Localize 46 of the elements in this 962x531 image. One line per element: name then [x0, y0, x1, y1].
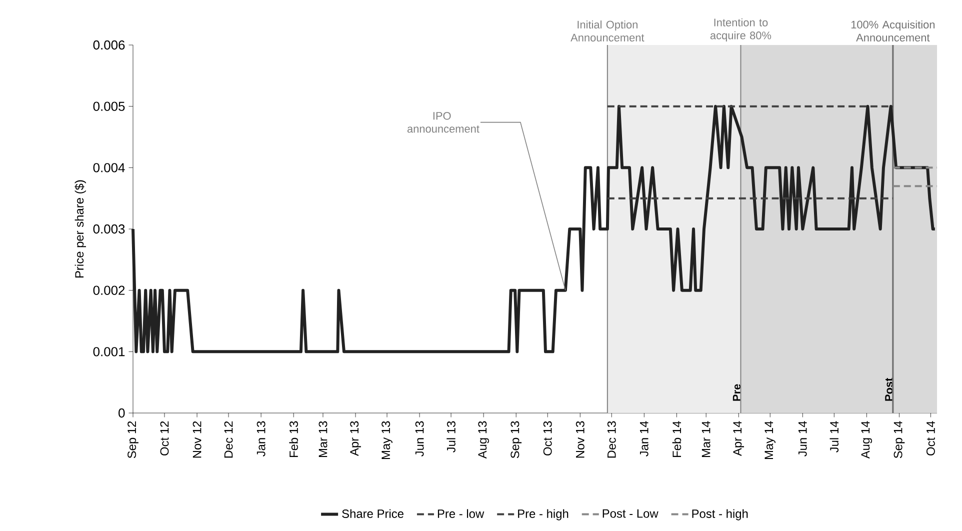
x-tick-label: Oct 13 [543, 421, 552, 456]
y-tick-label: 0.002 [93, 286, 125, 295]
x-tick-label: Mar 13 [318, 421, 328, 457]
x-tick-label: Feb 13 [289, 421, 298, 458]
x-tick-label: Nov 13 [576, 421, 584, 458]
x-tick-label: Aug 14 [861, 421, 872, 459]
legend-label: Post - Low [602, 509, 658, 518]
x-tick-label: Apr 13 [350, 421, 361, 456]
ref-line-label: Intention to acquire 80% [710, 18, 772, 42]
x-tick-label: Dec 13 [607, 421, 616, 458]
x-tick-label: Jul 14 [830, 421, 839, 452]
legend-label: Share Price [342, 509, 404, 518]
x-tick-label: Aug 13 [478, 421, 489, 459]
x-tick-label: May 14 [764, 421, 776, 459]
x-tick-label: Oct 12 [160, 421, 169, 456]
y-tick-label: 0 [118, 408, 125, 418]
x-tick-label: Sep 14 [894, 421, 905, 458]
x-tick-label: Feb 14 [672, 421, 682, 458]
y-axis-title: Price per share ($) [74, 180, 86, 278]
y-tick-label: 0.006 [93, 40, 125, 50]
legend-label: Pre - low [438, 509, 484, 518]
legend-label: Pre - high [518, 509, 568, 520]
y-tick-label: 0.003 [93, 224, 125, 234]
ref-line-label: Initial Option Announcement [570, 20, 644, 42]
x-tick-label: Jun 13 [415, 421, 424, 456]
y-tick-label: 0.004 [93, 163, 125, 172]
x-tick-label: Jan 13 [256, 421, 266, 456]
y-tick-label: 0.005 [93, 102, 125, 111]
x-tick-label: Mar 14 [702, 421, 710, 457]
y-tick-label: 0.001 [93, 347, 125, 356]
legend-label: Post - high [692, 509, 748, 520]
x-tick-label: Nov 12 [192, 421, 202, 458]
band-label: Pre [732, 384, 741, 401]
x-tick-label: Apr 14 [733, 421, 744, 456]
line-series [132, 104, 936, 354]
x-tick-label: Jun 14 [798, 421, 807, 456]
x-tick-label: Jan 14 [640, 421, 648, 456]
annotation: IPO announcement [407, 112, 480, 133]
ref-line-label: 100% Acquisition Announcement [851, 20, 935, 42]
x-tick-label: Dec 12 [224, 421, 233, 458]
x-tick-label: Sep 12 [128, 421, 138, 458]
x-tick-label: May 13 [382, 421, 392, 459]
x-tick-label: Sep 13 [510, 421, 522, 458]
band-label: Post [885, 378, 893, 401]
x-tick-label: Jul 13 [446, 421, 456, 452]
x-tick-label: Oct 14 [926, 421, 935, 456]
